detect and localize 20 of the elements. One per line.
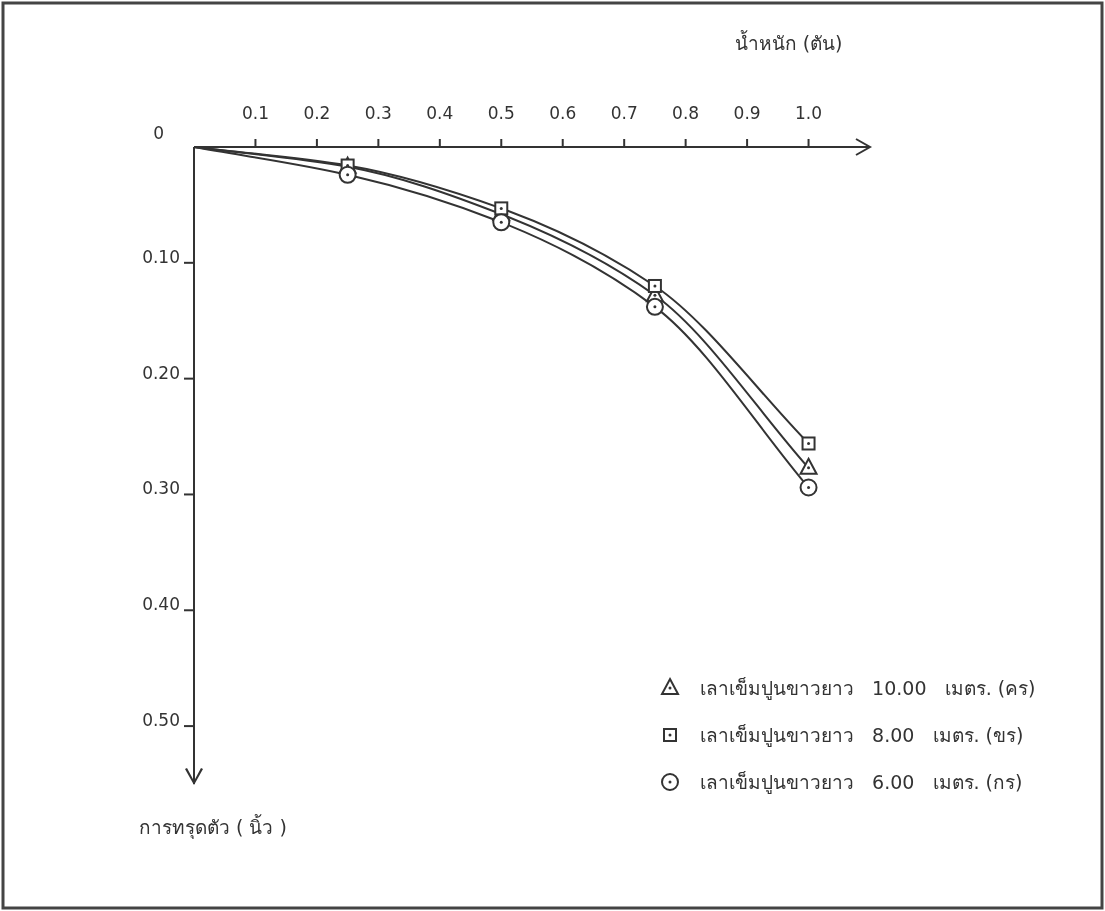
x-tick-label: 0.5 [487, 103, 515, 123]
y-tick-label: 0.30 [142, 478, 180, 499]
y-tick-label: 0.40 [142, 594, 180, 615]
x-tick-label: 0.4 [426, 103, 454, 123]
y-axis-title: การทรุดตัว ( นิ้ว ) [139, 814, 287, 840]
x-tick-label: 0.1 [241, 103, 269, 123]
y-tick-label: 0.50 [142, 710, 180, 731]
legend-label: เลาเข็มปูนขาวยาว 6.00 เมตร. (กร) [700, 770, 1023, 794]
x-tick-label: 0.3 [364, 103, 392, 123]
x-tick-label: 0.7 [610, 103, 638, 123]
x-axis-title: น้ำหนัก (ตัน) [734, 30, 843, 54]
x-tick-label: 0.8 [672, 103, 700, 123]
y-tick-label: 0.10 [142, 246, 180, 267]
y-tick-label: 0.20 [142, 362, 180, 383]
x-tick-label: 0.2 [303, 103, 331, 123]
legend-label: เลาเข็มปูนขาวยาว 8.00 เมตร. (ขร) [700, 723, 1024, 747]
x-tick-label: 0.9 [733, 103, 761, 123]
y-tick-label: 0 [153, 123, 164, 143]
x-tick-label: 1.0 [795, 103, 823, 123]
x-tick-label: 0.6 [549, 103, 577, 123]
